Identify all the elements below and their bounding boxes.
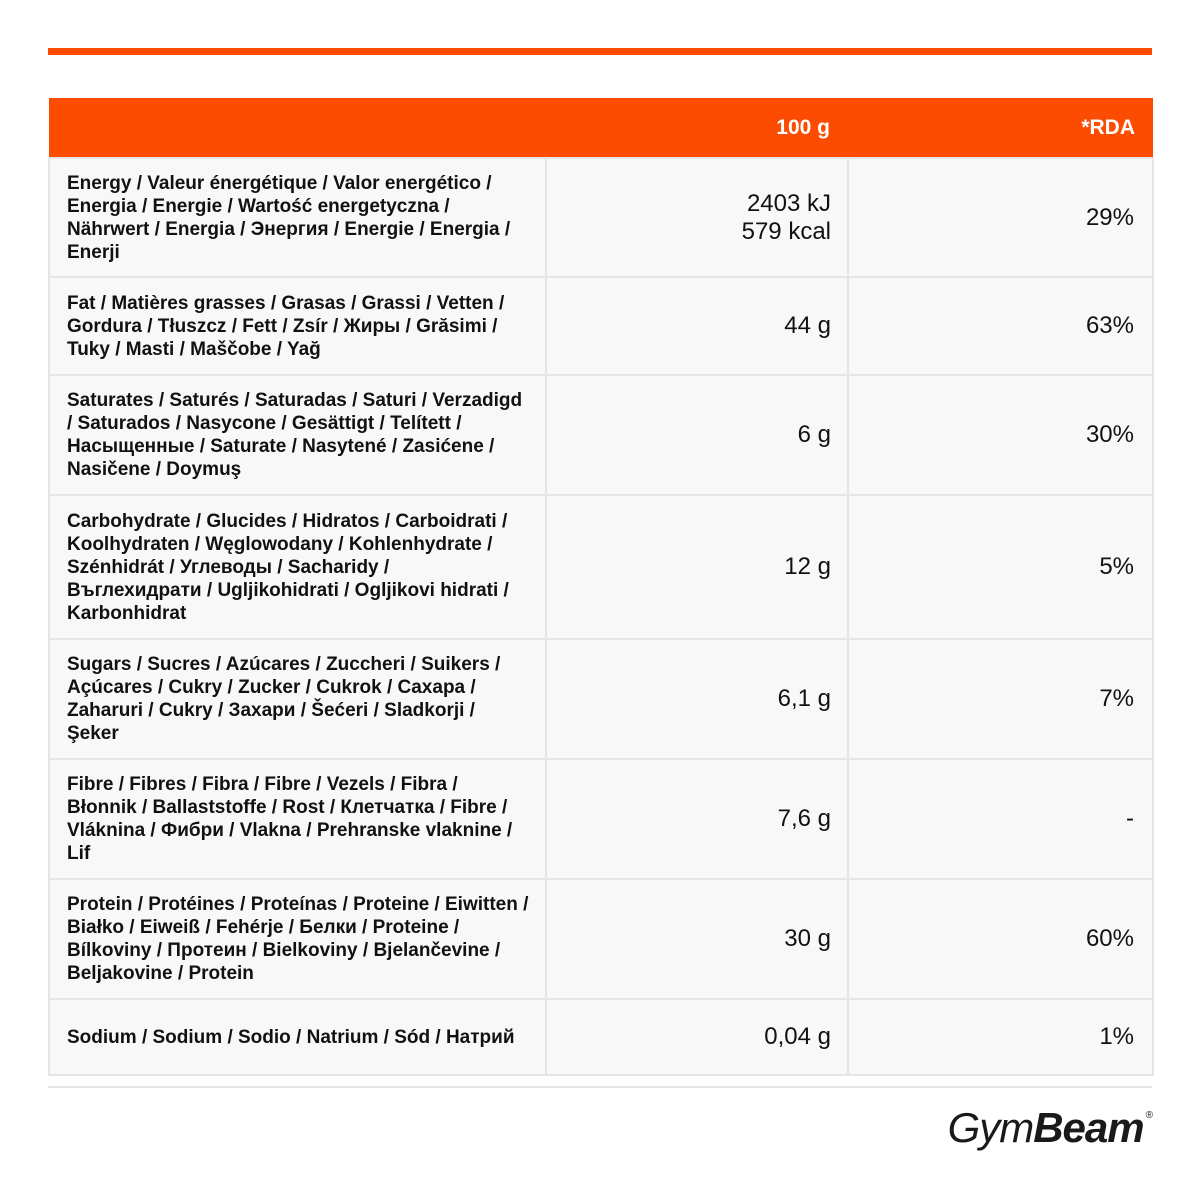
header-rda: *RDA xyxy=(848,98,1153,158)
table-row-fat: Fat / Matières grasses / Grasas / Grassi… xyxy=(48,276,1154,376)
table-row-fibre: Fibre / Fibres / Fibra / Fibre / Vezels … xyxy=(48,758,1154,880)
nutrition-table: 100 g *RDA Energy / Valeur énergétique /… xyxy=(48,98,1154,1076)
nutrient-value: 30 g xyxy=(545,878,849,1000)
nutrient-rda: 5% xyxy=(847,494,1154,640)
registered-mark: ® xyxy=(1145,1110,1153,1121)
nutrient-name: Fibre / Fibres / Fibra / Fibre / Vezels … xyxy=(48,758,547,880)
table-row-sugars: Sugars / Sucres / Azúcares / Zuccheri / … xyxy=(48,638,1154,760)
header-per-100g: 100 g xyxy=(546,98,848,158)
nutrient-name: Fat / Matières grasses / Grasas / Grassi… xyxy=(48,276,547,376)
nutrient-rda: 7% xyxy=(847,638,1154,760)
nutrient-rda: - xyxy=(847,758,1154,880)
logo-beam: Beam xyxy=(1033,1104,1144,1151)
nutrient-name: Saturates / Saturés / Saturadas / Saturi… xyxy=(48,374,547,496)
energy-kj: 2403 kJ xyxy=(746,189,831,217)
nutrient-rda: 63% xyxy=(847,276,1154,376)
table-header-row: 100 g *RDA xyxy=(49,98,1153,158)
logo-gym: Gym xyxy=(947,1104,1035,1151)
nutrient-name: Sugars / Sucres / Azúcares / Zuccheri / … xyxy=(48,638,547,760)
nutrient-value: 6 g xyxy=(545,374,849,496)
header-blank xyxy=(49,98,546,158)
table-row-energy: Energy / Valeur énergétique / Valor ener… xyxy=(48,157,1154,278)
nutrient-name: Protein / Protéines / Proteínas / Protei… xyxy=(48,878,547,1000)
nutrient-name: Energy / Valeur énergétique / Valor ener… xyxy=(48,157,547,278)
nutrient-value: 12 g xyxy=(545,494,849,640)
table-row-protein: Protein / Protéines / Proteínas / Protei… xyxy=(48,878,1154,1000)
nutrient-value: 0,04 g xyxy=(545,998,849,1076)
nutrient-rda: 30% xyxy=(847,374,1154,496)
gymbeam-logo: GymBeam ® xyxy=(947,1104,1154,1152)
nutrient-rda: 60% xyxy=(847,878,1154,1000)
table-row-saturates: Saturates / Saturés / Saturadas / Saturi… xyxy=(48,374,1154,496)
table-row-sodium: Sodium / Sodium / Sodio / Natrium / Sód … xyxy=(48,998,1154,1076)
nutrient-value: 2403 kJ 579 kcal xyxy=(545,157,849,278)
nutrient-value: 44 g xyxy=(545,276,849,376)
nutrient-name: Sodium / Sodium / Sodio / Natrium / Sód … xyxy=(48,998,547,1076)
nutrient-rda: 29% xyxy=(847,157,1154,278)
energy-kcal: 579 kcal xyxy=(741,217,831,245)
nutrient-value: 6,1 g xyxy=(545,638,849,760)
bottom-divider xyxy=(48,1086,1152,1088)
top-accent-bar xyxy=(48,48,1152,55)
nutrient-rda: 1% xyxy=(847,998,1154,1076)
nutrient-value: 7,6 g xyxy=(545,758,849,880)
table-row-carbohydrate: Carbohydrate / Glucides / Hidratos / Car… xyxy=(48,494,1154,640)
nutrient-name: Carbohydrate / Glucides / Hidratos / Car… xyxy=(48,494,547,640)
